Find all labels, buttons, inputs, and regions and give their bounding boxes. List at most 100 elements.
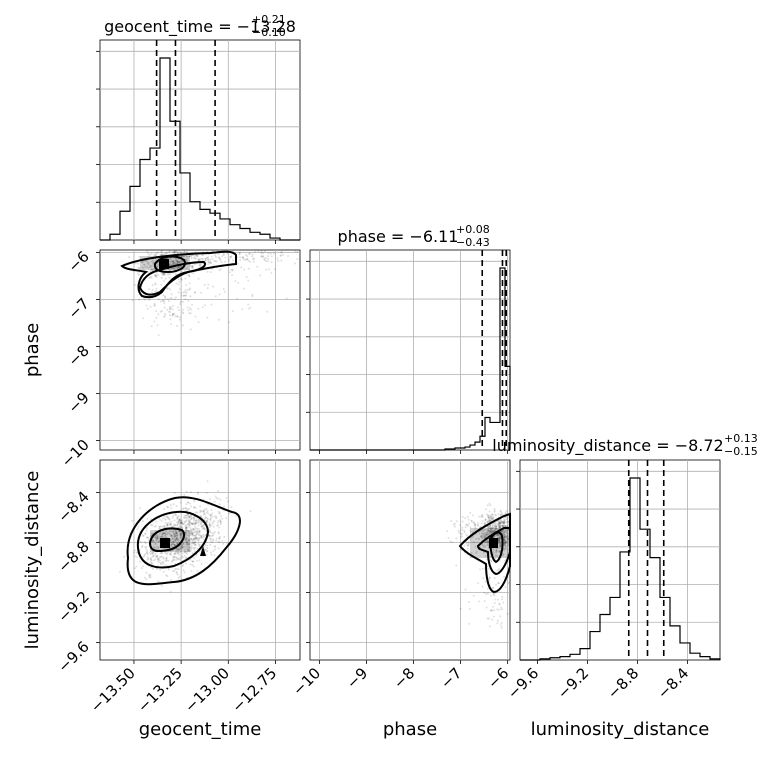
scatter-point (168, 269, 171, 272)
histogram-luminosity_distance (520, 477, 721, 661)
scatter-point (455, 537, 458, 540)
scatter-point (230, 255, 233, 258)
scatter-point (188, 520, 191, 523)
scatter-point (171, 543, 174, 546)
scatter-point (191, 533, 194, 536)
scatter-point (173, 250, 176, 253)
scatter-point (133, 549, 136, 552)
scatter-point (209, 271, 212, 274)
scatter-point (191, 534, 194, 537)
scatter-point (193, 531, 196, 534)
scatter-point (159, 527, 162, 530)
scatter-point (131, 299, 134, 302)
scatter-point (476, 522, 479, 525)
scatter-point (147, 537, 150, 539)
scatter-point (504, 586, 507, 588)
scatter-point (498, 538, 500, 541)
y-tick-label: −8.4 (54, 488, 92, 526)
scatter-point (176, 538, 179, 541)
scatter-point (185, 531, 187, 534)
scatter-point (497, 598, 499, 601)
scatter-point (260, 254, 263, 257)
scatter-point (465, 542, 468, 545)
scatter-point (470, 519, 473, 522)
scatter-point (155, 537, 158, 540)
scatter-point (199, 511, 202, 514)
scatter-point (177, 521, 180, 524)
scatter-point (491, 530, 494, 533)
scatter-point (208, 260, 211, 263)
scatter-point (185, 527, 187, 530)
scatter-point (488, 502, 491, 505)
scatter-point (196, 537, 199, 540)
scatter-point (211, 534, 214, 537)
scatter-point (194, 291, 197, 294)
scatter-point (193, 541, 196, 544)
scatter-point (160, 283, 163, 286)
scatter-point (168, 250, 171, 253)
scatter-point (154, 290, 157, 293)
scatter-point (461, 526, 464, 529)
scatter-point (170, 530, 173, 533)
scatter-point (154, 542, 157, 545)
scatter-point (486, 514, 489, 517)
scatter-point (168, 529, 171, 532)
scatter-point (182, 569, 185, 572)
scatter-point (488, 532, 491, 535)
scatter-point (155, 539, 158, 542)
scatter-point (210, 541, 213, 544)
scatter-point (252, 258, 255, 260)
scatter-point (174, 532, 177, 535)
y-tick-label: −10 (58, 436, 93, 471)
scatter-point (163, 272, 165, 275)
scatter-point (177, 538, 180, 540)
scatter-point (270, 272, 273, 275)
scatter-point (463, 531, 466, 534)
scatter-point (488, 617, 491, 620)
scatter-point (180, 522, 182, 525)
scatter-point (176, 266, 178, 269)
scatter-point (192, 527, 195, 530)
scatter-point (172, 262, 175, 264)
scatter-point (176, 266, 179, 269)
scatter-point (151, 284, 154, 287)
x-tick-label: −8.4 (654, 664, 692, 702)
scatter-point (170, 260, 173, 263)
scatter-point (447, 537, 450, 539)
scatter-point (153, 302, 156, 305)
scatter-point (200, 534, 203, 537)
scatter-point (169, 553, 172, 556)
scatter-point (498, 539, 501, 542)
scatter-point (248, 252, 251, 255)
scatter-point (188, 519, 191, 522)
scatter-point (191, 541, 194, 544)
xlabel-phase: phase (383, 719, 437, 740)
scatter-point (247, 279, 250, 282)
scatter-point (502, 520, 505, 523)
scatter-point (189, 550, 191, 553)
scatter-point (172, 541, 175, 544)
scatter-point (151, 260, 154, 263)
scatter-point (163, 273, 166, 275)
scatter-point (259, 274, 262, 277)
scatter-point (151, 556, 154, 558)
scatter-point (494, 557, 497, 560)
scatter-point (499, 544, 502, 547)
scatter-point (185, 291, 188, 294)
scatter-point (181, 565, 184, 568)
scatter-point (183, 255, 186, 258)
scatter-point (467, 540, 470, 543)
scatter-point (504, 544, 507, 547)
scatter-point (182, 324, 184, 327)
scatter-point (188, 539, 191, 542)
scatter-point (500, 626, 503, 629)
scatter-point (156, 538, 159, 541)
scatter-point (493, 510, 496, 513)
title-luminosity-distance-upper: +0.13 (724, 432, 758, 445)
scatter-point (504, 535, 506, 538)
panel-lumdist-vs-geocent-frame (99, 459, 301, 661)
scatter-point (151, 258, 154, 261)
scatter-point (506, 612, 509, 615)
scatter-point (145, 304, 148, 307)
scatter-point (507, 528, 510, 531)
